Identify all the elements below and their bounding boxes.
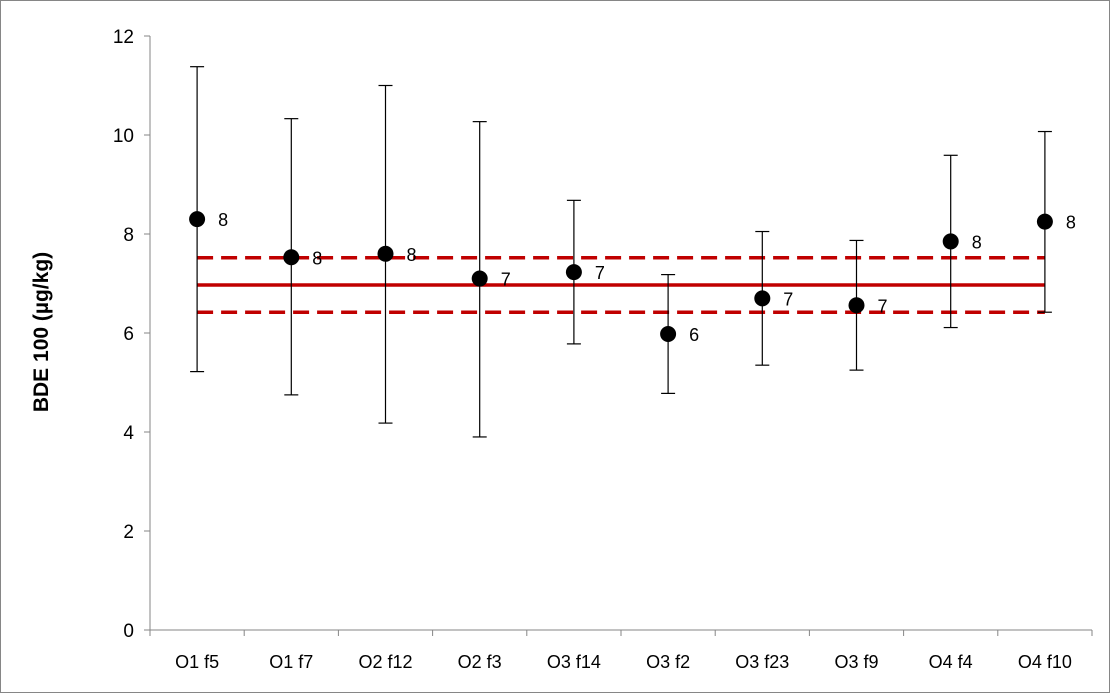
y-tick-label: 8 xyxy=(123,225,134,246)
data-point xyxy=(189,211,206,228)
x-tick-label: O4 f4 xyxy=(929,652,973,672)
y-tick-label: 4 xyxy=(123,423,134,444)
data-point xyxy=(377,245,394,262)
data-label: 8 xyxy=(1066,213,1076,233)
data-label: 8 xyxy=(312,248,322,268)
x-tick-label: O1 f5 xyxy=(175,652,219,672)
x-tick-label: O4 f10 xyxy=(1018,652,1072,672)
data-point xyxy=(754,290,771,307)
data-point xyxy=(1036,213,1053,230)
data-point xyxy=(942,233,959,250)
y-tick-label: 6 xyxy=(123,324,134,345)
data-label: 7 xyxy=(783,289,793,309)
data-label: 6 xyxy=(689,325,699,345)
data-label: 8 xyxy=(218,210,228,230)
data-point xyxy=(848,297,865,314)
reference-lines-group xyxy=(197,256,1045,314)
data-point xyxy=(565,264,582,281)
x-tick-label: O3 f23 xyxy=(735,652,789,672)
x-tick-label: O3 f9 xyxy=(834,652,878,672)
y-tick-label: 12 xyxy=(113,27,134,48)
data-point xyxy=(283,249,300,266)
y-axis-title: BDE 100 (µg/kg) xyxy=(30,252,53,412)
x-tick-label: O3 f14 xyxy=(547,652,601,672)
y-tick-label: 0 xyxy=(123,621,134,642)
points-group xyxy=(189,211,1053,342)
x-tick-label: O3 f2 xyxy=(646,652,690,672)
axes-group: 0 2 4 6 8 10 12 O1 f5 O1 f7 O2 f12 O2 f3 O3 f14 O3 f… xyxy=(113,27,1093,672)
data-label: 7 xyxy=(595,263,605,283)
data-label: 7 xyxy=(501,270,511,290)
y-tick-label: 10 xyxy=(113,126,134,147)
data-point xyxy=(471,270,488,287)
y-tick-label: 2 xyxy=(123,522,134,543)
data-label: 7 xyxy=(878,296,888,316)
labels-group: 8 8 8 7 7 6 7 7 8 8 xyxy=(218,210,1076,345)
x-tick-label: O1 f7 xyxy=(269,652,313,672)
data-label: 8 xyxy=(407,245,417,265)
data-point xyxy=(660,325,677,342)
x-tick-label: O2 f12 xyxy=(358,652,412,672)
x-tick-label: O2 f3 xyxy=(458,652,502,672)
data-label: 8 xyxy=(972,232,982,252)
